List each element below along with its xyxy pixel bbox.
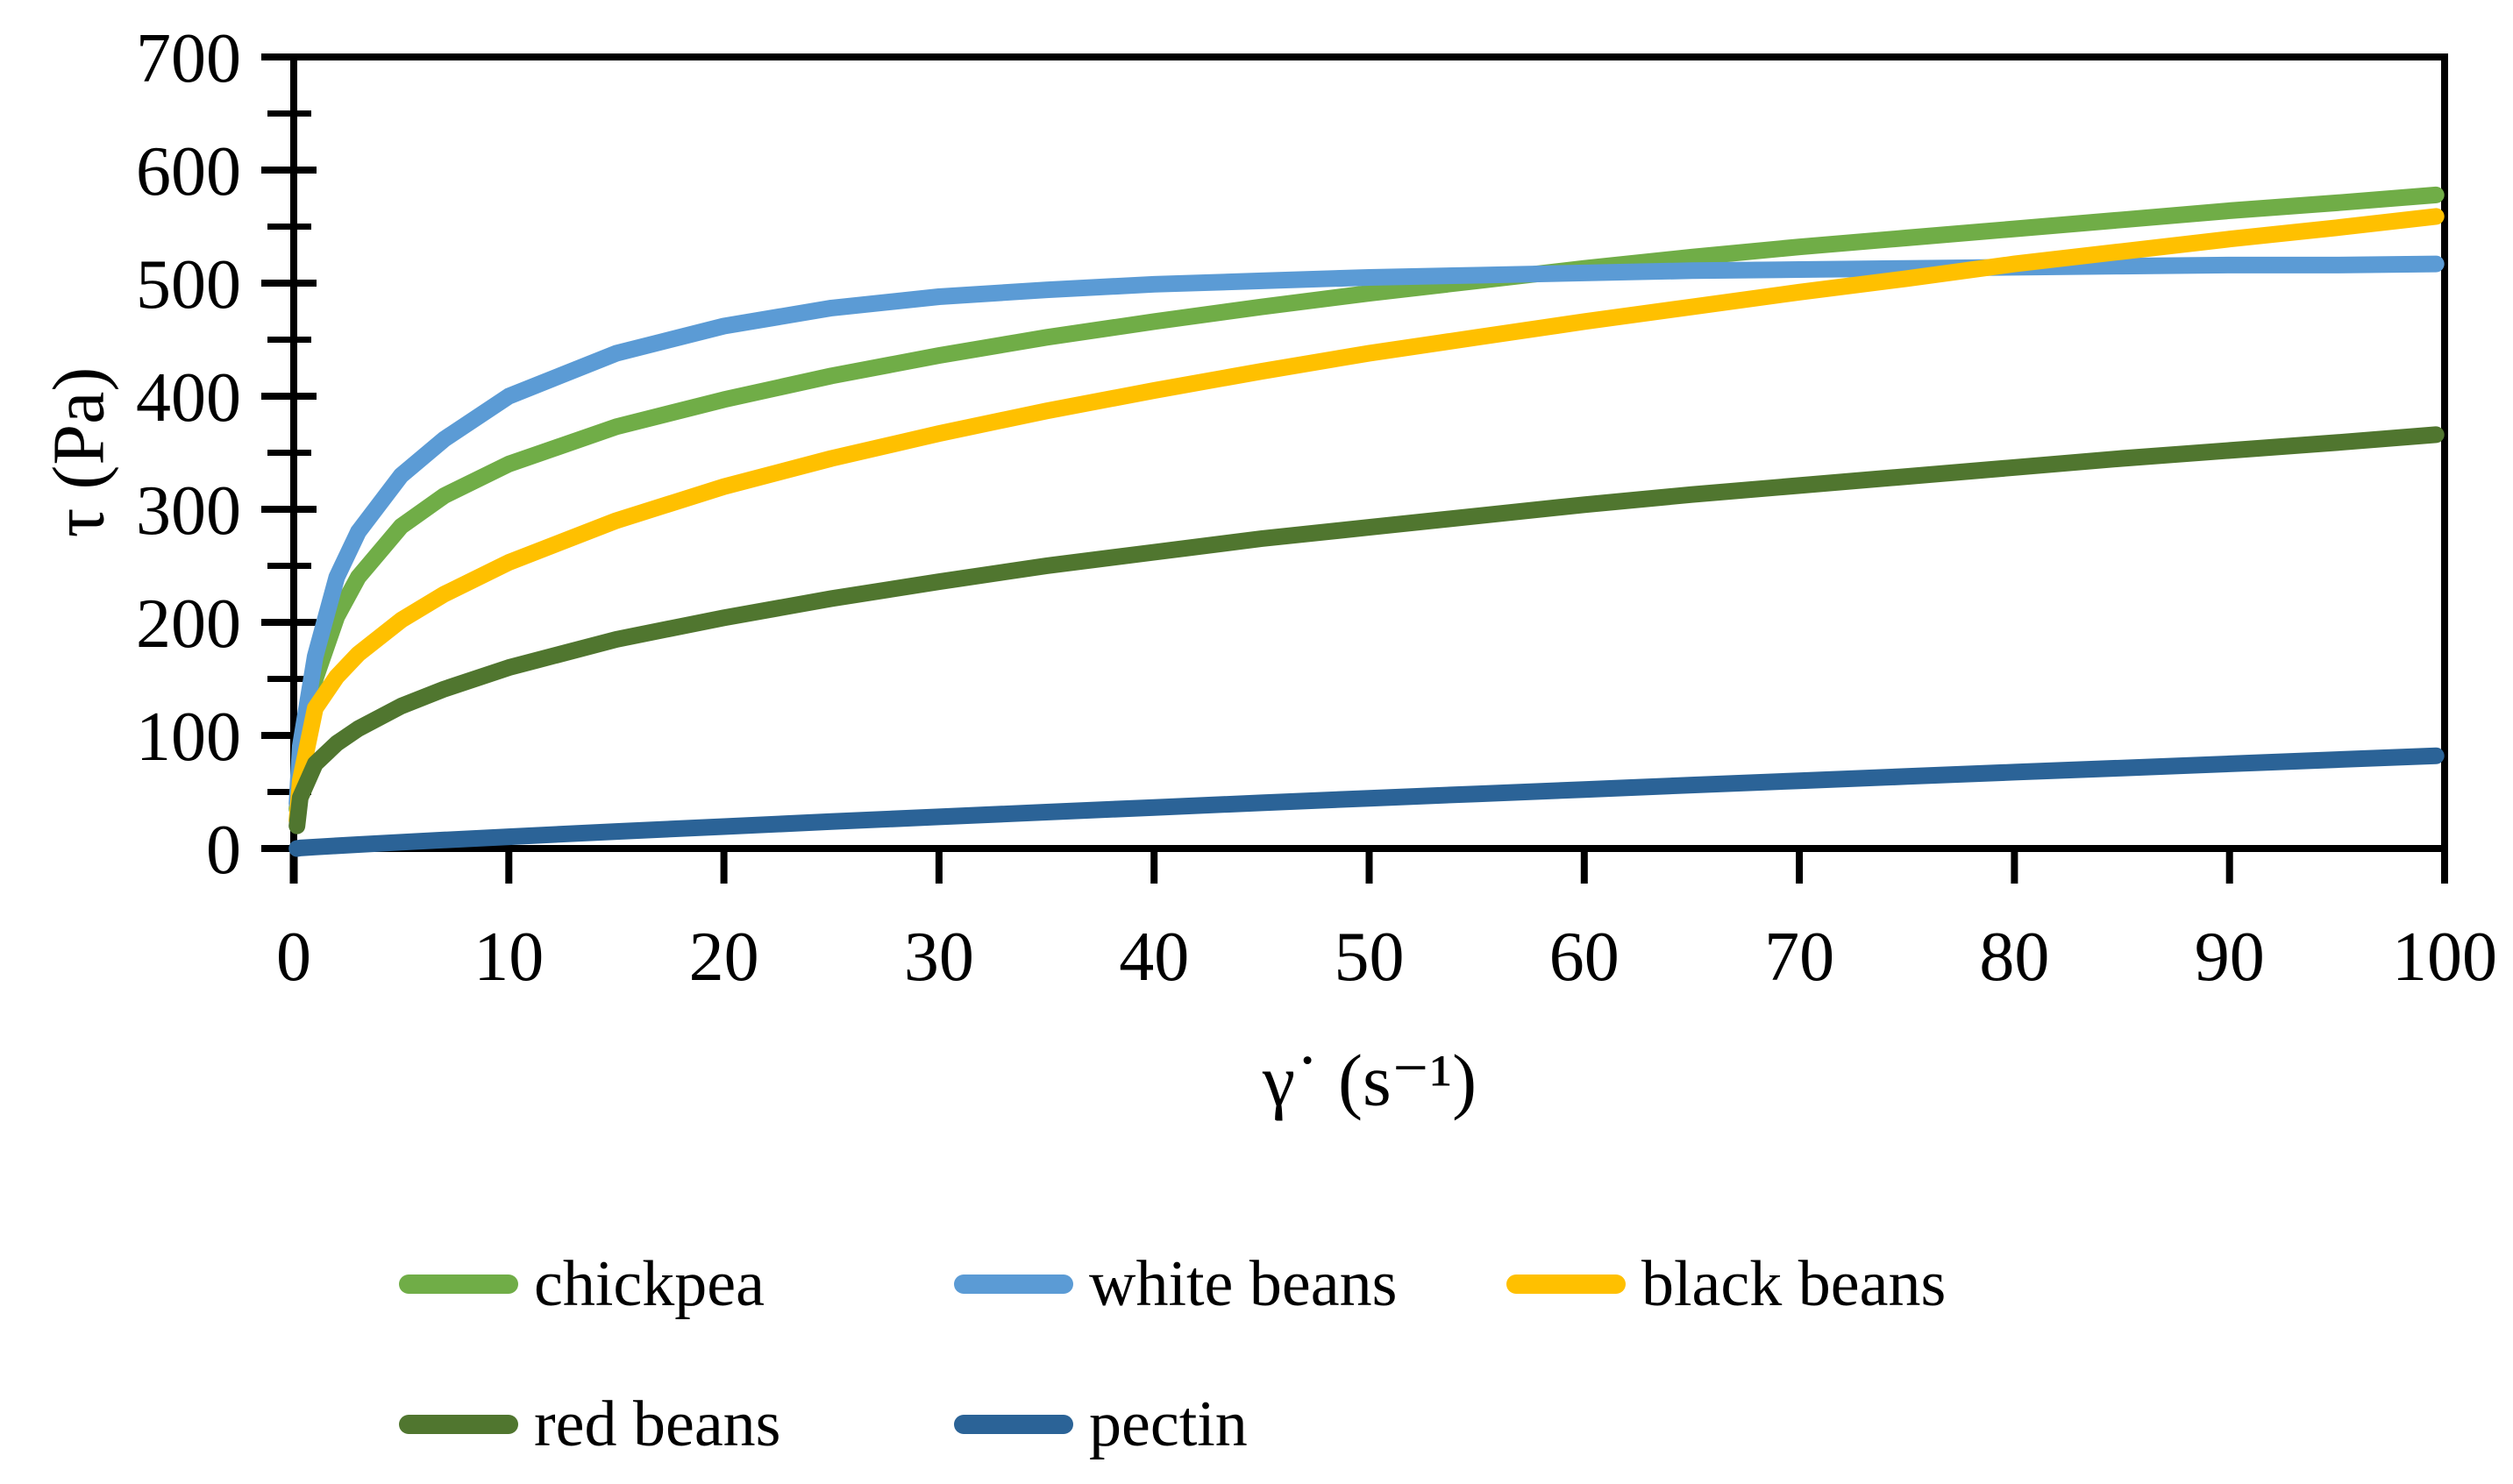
y-axis-title: τ (Pa) (38, 366, 120, 538)
svg-text:500: 500 (136, 246, 241, 323)
legend-item-white-beans: white beans (954, 1238, 1397, 1331)
svg-text:60: 60 (1549, 919, 1620, 996)
legend-label-black-beans: black beans (1641, 1247, 1947, 1320)
axis-ticks (261, 53, 2448, 884)
svg-text:100: 100 (2392, 919, 2497, 996)
plot-frame (289, 53, 2448, 884)
legend-label-red-beans: red beans (534, 1388, 781, 1460)
svg-text:10: 10 (473, 919, 544, 996)
svg-text:40: 40 (1119, 919, 1189, 996)
legend-swatch-chickpea (399, 1275, 518, 1294)
x-axis-title: γ˙ (s⁻¹) (1262, 1040, 1477, 1122)
svg-text:50: 50 (1335, 919, 1405, 996)
svg-text:0: 0 (206, 812, 241, 889)
svg-text:100: 100 (136, 699, 241, 776)
svg-text:30: 30 (904, 919, 974, 996)
data-series-lines (288, 186, 2445, 857)
svg-text:70: 70 (1764, 919, 1834, 996)
svg-text:400: 400 (136, 359, 241, 437)
legend-item-red-beans: red beans (399, 1378, 780, 1471)
svg-text:700: 700 (136, 20, 241, 97)
legend-label-pectin: pectin (1089, 1388, 1248, 1460)
svg-text:0: 0 (276, 919, 311, 996)
legend-label-white-beans: white beans (1089, 1247, 1398, 1320)
svg-text:300: 300 (136, 472, 241, 550)
svg-text:200: 200 (136, 586, 241, 663)
legend-label-chickpea: chickpea (534, 1247, 765, 1320)
legend-swatch-pectin (954, 1415, 1073, 1434)
svg-text:20: 20 (689, 919, 759, 996)
legend-item-chickpea: chickpea (399, 1238, 765, 1331)
legend-swatch-black-beans (1506, 1275, 1626, 1294)
legend-swatch-red-beans (399, 1415, 518, 1434)
svg-text:80: 80 (1979, 919, 2049, 996)
svg-text:600: 600 (136, 133, 241, 210)
legend-item-black-beans: black beans (1506, 1238, 1946, 1331)
svg-text:90: 90 (2195, 919, 2265, 996)
legend-item-pectin: pectin (954, 1378, 1248, 1471)
legend-swatch-white-beans (954, 1275, 1073, 1294)
axis-tick-labels: 0 100 200 300 400 500 600 700 0 10 20 30 40 50 60 70 80 9… (136, 20, 2497, 996)
